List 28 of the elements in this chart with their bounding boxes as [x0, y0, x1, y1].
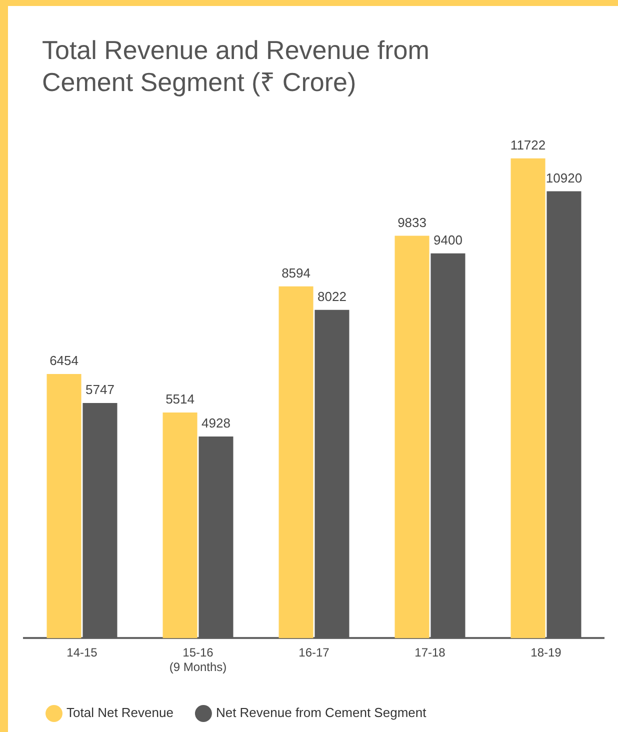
data-label: 4928: [202, 416, 230, 431]
bar: [162, 412, 198, 638]
bar: [394, 236, 430, 638]
data-label: 9400: [434, 232, 462, 248]
bar: [82, 402, 118, 638]
data-label: 9833: [398, 214, 426, 230]
bar: [510, 158, 546, 638]
x-tick-label: 16-17: [298, 646, 330, 660]
x-tick-label: 15-16 (9 Months): [169, 646, 227, 674]
bar: [314, 310, 350, 638]
bar: [430, 253, 466, 638]
data-label: 10920: [546, 170, 582, 186]
data-label: 11722: [510, 137, 546, 152]
x-tick-label: 14-15: [66, 646, 98, 660]
data-label: 5747: [86, 382, 114, 398]
data-label: 6454: [50, 353, 78, 368]
data-label: 8022: [318, 288, 346, 304]
legend-label: Total Net Revenue: [66, 705, 174, 720]
bar: [546, 191, 582, 638]
chart-title: Total Revenue and Revenue from Cement Segment (₹ Crore): [42, 34, 430, 98]
bar: [278, 286, 314, 638]
bar: [46, 374, 82, 638]
bar: [198, 436, 234, 638]
data-label: 5514: [166, 392, 194, 407]
x-tick-label: 18-19: [530, 646, 562, 660]
legend-label: Net Revenue from Cement Segment: [216, 705, 427, 720]
data-label: 8594: [282, 266, 310, 280]
x-tick-label: 17-18: [414, 646, 446, 660]
